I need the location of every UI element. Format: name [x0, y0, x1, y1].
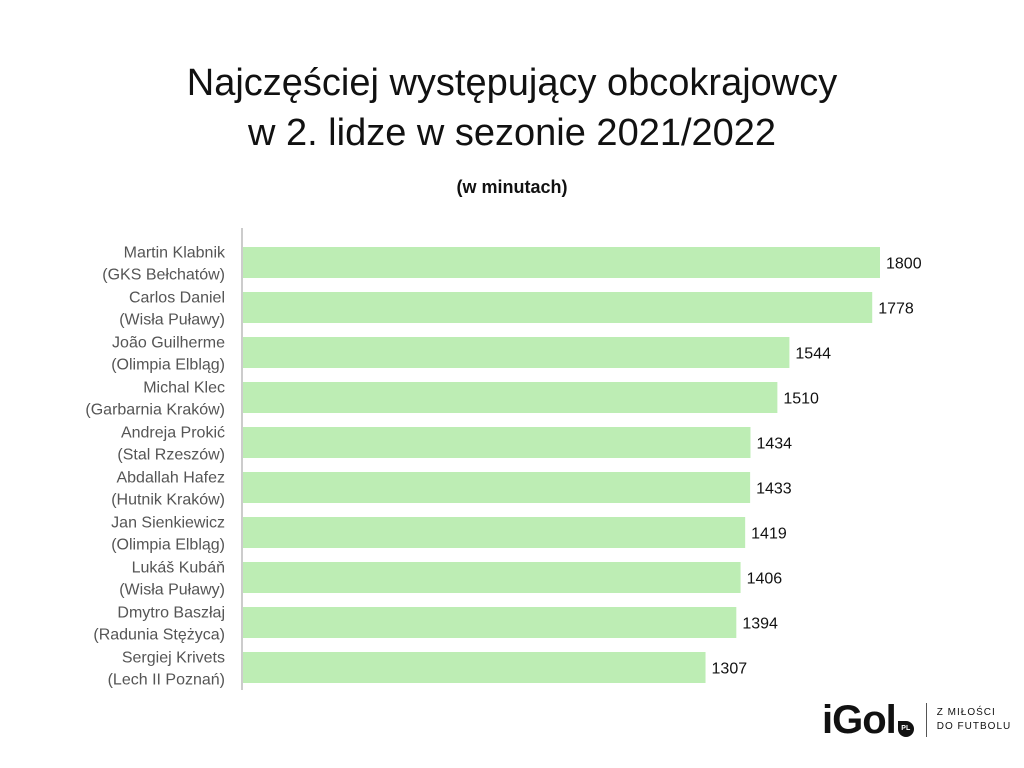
chart-title-line-1: Najczęściej występujący obcokrajowcy	[186, 62, 838, 104]
chart-title-line-2: w 2. lidze w sezonie 2021/2022	[247, 112, 777, 154]
category-label-10-line-2: (Lech II Poznań)	[108, 672, 225, 689]
bar-9	[243, 607, 737, 638]
category-label-4-line-2: (Garbarnia Kraków)	[85, 402, 225, 419]
category-label-7-line-2: (Olimpia Elbląg)	[111, 537, 225, 554]
category-label-3-line-2: (Olimpia Elbląg)	[111, 357, 225, 374]
bar-2	[243, 292, 873, 323]
bar-1	[243, 247, 880, 278]
category-label-7-line-1: Jan Sienkiewicz	[111, 515, 225, 532]
category-label-5-line-2: (Stal Rzeszów)	[117, 447, 225, 464]
bar-value-label-6: 1433	[756, 481, 792, 498]
category-label-2-line-1: Carlos Daniel	[129, 290, 225, 307]
category-label-2-line-2: (Wisła Puławy)	[119, 312, 225, 329]
category-label-5-line-1: Andreja Prokić	[121, 425, 225, 442]
bar-value-label-2: 1778	[878, 301, 914, 318]
category-label-9-line-1: Dmytro Baszłaj	[117, 605, 225, 622]
igol-logo: iGol PL Z MIŁOŚCI DO FUTBOLU	[822, 698, 1011, 742]
logo-tagline-line-2: DO FUTBOLU	[936, 721, 1012, 732]
bar-8	[243, 562, 741, 593]
category-label-6-line-2: (Hutnik Kraków)	[111, 492, 225, 509]
bar-4	[243, 382, 778, 413]
category-label-4-line-1: Michal Klec	[143, 380, 225, 397]
category-label-1-line-1: Martin Klabnik	[124, 245, 226, 262]
logo-tagline-line-1: Z MIŁOŚCI	[936, 707, 996, 718]
bar-10	[243, 652, 706, 683]
category-label-3-line-1: João Guilherme	[112, 335, 225, 352]
bar-value-label-7: 1419	[751, 526, 787, 543]
bar-6	[243, 472, 751, 503]
bar-3	[243, 337, 790, 368]
bar-value-label-1: 1800	[886, 256, 922, 273]
category-label-10-line-1: Sergiej Krivets	[122, 650, 225, 667]
logo-tagline: Z MIŁOŚCI DO FUTBOLU	[937, 706, 1011, 734]
bar-value-label-10: 1307	[712, 661, 748, 678]
category-label-1-line-2: (GKS Bełchatów)	[102, 267, 225, 284]
category-label-9-line-2: (Radunia Stężyca)	[93, 627, 225, 644]
bar-value-label-9: 1394	[742, 616, 778, 633]
bar-7	[243, 517, 746, 548]
chart-title: Najczęściej występujący obcokrajowcy w 2…	[0, 58, 1024, 158]
category-label-8-line-2: (Wisła Puławy)	[119, 582, 225, 599]
category-label-8-line-1: Lukáš Kubáň	[132, 560, 225, 577]
logo-divider	[925, 703, 927, 737]
bar-value-label-3: 1544	[795, 346, 831, 363]
bar-value-label-4: 1510	[783, 391, 819, 408]
category-label-6-line-1: Abdallah Hafez	[116, 470, 225, 487]
bar-value-label-5: 1434	[756, 436, 792, 453]
logo-wordmark: iGol	[822, 698, 897, 742]
chart-subtitle: (w minutach)	[456, 177, 568, 197]
logo-badge: PL	[897, 721, 914, 737]
bar-value-label-8: 1406	[747, 571, 783, 588]
bar-5	[243, 427, 751, 458]
